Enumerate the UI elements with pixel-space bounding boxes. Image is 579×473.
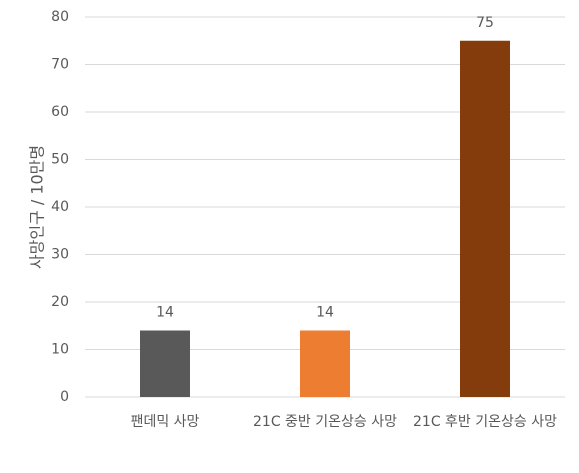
y-tick-label: 30 — [51, 247, 69, 263]
x-tick-label: 21C 중반 기온상승 사망 — [253, 414, 397, 430]
y-tick-label: 20 — [51, 294, 69, 310]
y-tick-label: 80 — [51, 9, 69, 25]
y-tick-label: 70 — [51, 57, 69, 73]
y-tick-label: 50 — [51, 152, 69, 168]
data-label: 75 — [476, 15, 494, 31]
data-label: 14 — [156, 305, 174, 321]
x-tick-label: 21C 후반 기온상승 사망 — [413, 414, 557, 430]
y-axis-label: 사망인구 / 10만명 — [28, 145, 47, 269]
y-tick-label: 10 — [51, 342, 69, 358]
y-tick-label: 40 — [51, 199, 69, 215]
y-tick-label: 0 — [60, 389, 69, 405]
bar — [300, 330, 350, 397]
y-tick-label: 60 — [51, 104, 69, 120]
x-tick-label: 팬데믹 사망 — [130, 414, 200, 430]
bar — [460, 40, 510, 397]
data-label: 14 — [316, 305, 334, 321]
bar — [140, 330, 190, 397]
